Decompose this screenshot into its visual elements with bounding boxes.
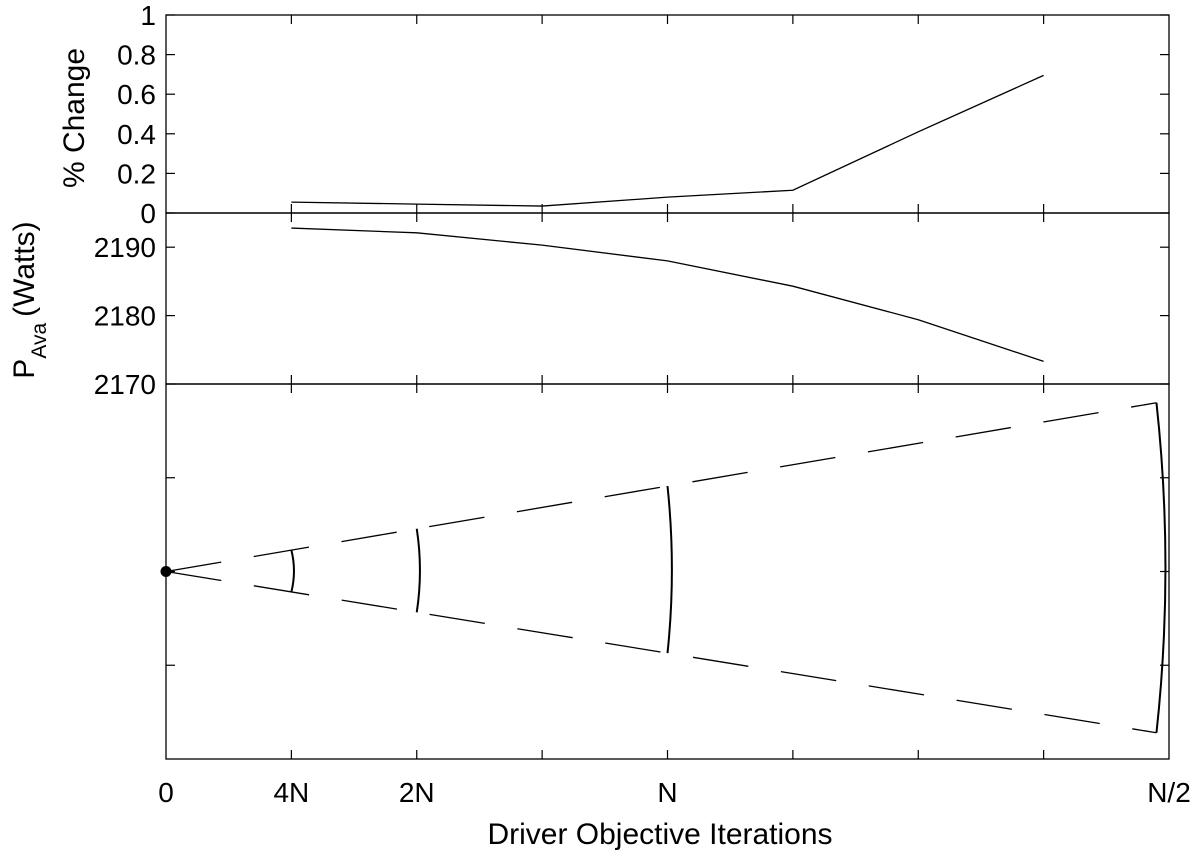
y-tick-label: 0.8 <box>117 40 156 71</box>
origin-point <box>160 566 172 577</box>
middle-y-axis-title-unit: (Watts) <box>8 221 41 317</box>
middle-panel-frame <box>165 212 1170 385</box>
iteration-arc <box>415 528 421 613</box>
percent-change-line <box>291 74 1044 207</box>
bottom-series <box>160 402 1167 734</box>
bottom-panel-frame <box>165 383 1170 760</box>
middle-y-axis-title: PAva (Watts) <box>8 221 51 378</box>
middle-series <box>291 227 1044 363</box>
top-y-axis-title: % Change <box>58 48 91 188</box>
lower-envelope-line <box>165 570 1157 734</box>
x-tick-label: 4N <box>273 777 309 808</box>
x-tick-label: N <box>657 777 677 808</box>
x-axis-title: Driver Objective Iterations <box>487 818 832 851</box>
y-tick-label: 1 <box>140 0 156 31</box>
y-tick-label: 2170 <box>94 369 156 400</box>
middle-y-axis-title-main: P <box>8 359 41 379</box>
y-tick-label: 0.4 <box>117 119 156 150</box>
power-available-line <box>291 227 1044 363</box>
middle-y-axis: 2170 2180 2190 <box>94 232 1169 400</box>
y-tick-label: 2180 <box>94 301 156 332</box>
iteration-arc <box>290 549 295 593</box>
bottom-y-axis <box>166 477 1169 666</box>
y-tick-label: 0.6 <box>117 79 156 110</box>
x-tick-label: 0 <box>158 777 174 808</box>
y-tick-label: 0 <box>140 198 156 229</box>
top-series <box>291 74 1044 207</box>
top-panel-frame <box>165 14 1170 214</box>
y-tick-label: 2190 <box>94 232 156 263</box>
middle-y-axis-title-sub: Ava <box>28 323 51 359</box>
y-tick-label: 0.2 <box>117 158 156 189</box>
iteration-arc <box>1155 402 1167 733</box>
iteration-arc <box>666 485 673 654</box>
x-tick-label: 2N <box>399 777 435 808</box>
x-axis: 0 4N 2N N N/2 <box>158 15 1191 808</box>
top-y-axis: 0 0.2 0.4 0.6 0.8 1 <box>117 0 1169 229</box>
x-tick-label: N/2 <box>1147 777 1191 808</box>
upper-envelope-line <box>165 402 1157 573</box>
